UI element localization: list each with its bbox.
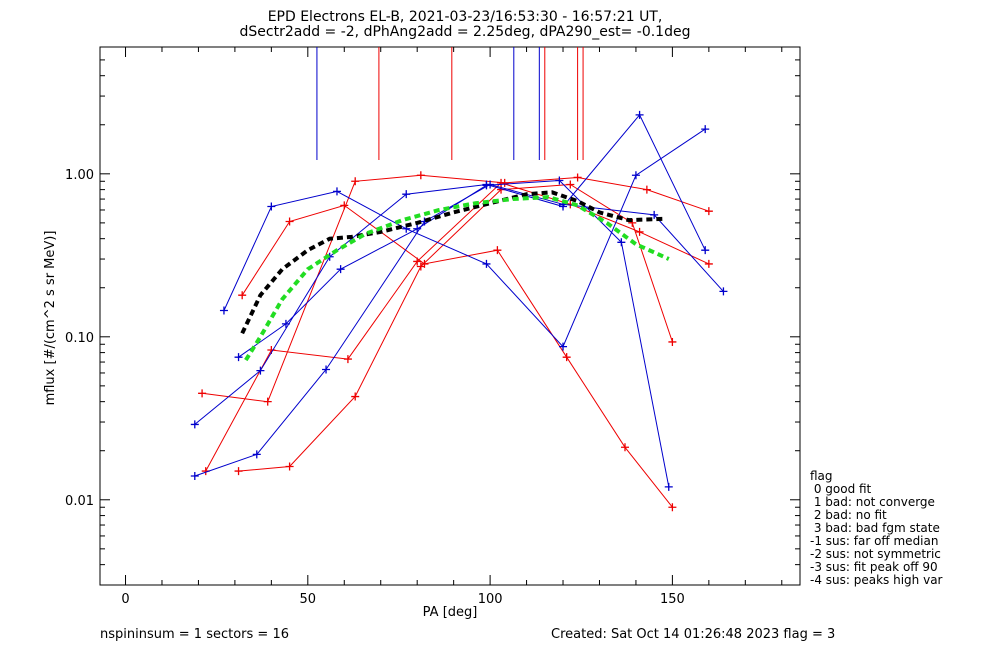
data-point (631, 171, 640, 180)
plot-border (99, 46, 801, 586)
data-point (256, 366, 265, 375)
y-tick-label: 1.00 (65, 168, 94, 183)
x-tick-label: 0 (121, 592, 129, 607)
data-point (664, 482, 673, 491)
data-point (566, 180, 575, 189)
data-point (555, 176, 564, 185)
data-point (650, 210, 659, 219)
legend-item: -4 sus: peaks high var (810, 573, 943, 587)
vertical-markers (316, 47, 584, 160)
data-point (704, 207, 713, 216)
data-point (704, 259, 713, 268)
y-tick-label: 0.01 (65, 494, 94, 509)
series-line (194, 113, 706, 425)
legend-item: 0 good fit (810, 482, 872, 496)
data-point (234, 467, 243, 476)
data-point (263, 397, 272, 406)
data-point (281, 319, 290, 328)
data-point (285, 462, 294, 471)
legend-title: flag (810, 469, 833, 483)
series-line (205, 182, 710, 472)
axis-ticks: 0 50 100 150 0.01 0.10 1.00 (65, 46, 800, 607)
footer-created-info: Created: Sat Oct 14 01:26:48 2023 flag =… (551, 627, 836, 642)
data-point (701, 125, 710, 134)
plot-frame (99, 46, 801, 586)
data-point (486, 180, 495, 189)
data-point (322, 365, 331, 374)
data-point (219, 306, 228, 315)
chart-title-line1: EPD Electrons EL-B, 2021-03-23/16:53:30 … (267, 9, 663, 25)
legend-item: 1 bad: not converge (810, 495, 935, 509)
data-point (497, 178, 506, 187)
data-point (621, 443, 629, 452)
data-point (198, 389, 207, 398)
x-tick-label: 50 (300, 592, 317, 607)
data-point (573, 173, 582, 182)
fit-curve (244, 195, 670, 362)
data-point (413, 257, 422, 266)
data-point (617, 238, 626, 247)
data-point (635, 110, 644, 119)
legend-item: 2 bad: no fit (810, 508, 887, 522)
legend-item: -2 sus: not symmetric (810, 547, 941, 561)
data-point (493, 246, 502, 255)
data-point (234, 353, 243, 362)
data-point (642, 185, 651, 194)
data-point (402, 190, 411, 199)
data-point (238, 291, 247, 300)
chart-title-line2: dSectr2add = -2, dPhAng2add = 2.25deg, d… (239, 24, 691, 40)
data-point (340, 201, 349, 210)
data-point (332, 187, 341, 196)
data-point (562, 353, 571, 362)
series-line (202, 174, 710, 403)
x-axis-label: PA [deg] (423, 605, 478, 620)
data-point (635, 227, 644, 236)
data-series (190, 110, 728, 512)
series-line (238, 183, 673, 472)
legend-item: 3 bad: bad fgm state (810, 521, 940, 535)
data-point (701, 246, 710, 255)
legend-item: -1 sus: far off median (810, 534, 939, 548)
series-line (241, 204, 673, 508)
data-point (190, 471, 199, 480)
series-line (223, 128, 706, 348)
x-tick-label: 100 (478, 592, 503, 607)
data-point (668, 337, 677, 346)
data-point (343, 355, 352, 364)
data-point (351, 177, 360, 186)
fit-curve (240, 190, 666, 335)
data-point (351, 392, 360, 401)
data-point (559, 342, 568, 351)
data-point (668, 503, 677, 512)
data-point (252, 450, 261, 459)
y-axis-label: mflux [#/(cm^2 s sr MeV)] (43, 231, 58, 406)
data-point (285, 217, 294, 226)
data-point (190, 420, 199, 429)
data-point (482, 259, 491, 268)
footer-sector-info: nspininsum = 1 sectors = 16 (100, 627, 289, 642)
data-point (719, 287, 728, 296)
data-point (416, 171, 425, 180)
series-line (238, 179, 670, 487)
legend-item: -3 sus: fit peak off 90 (810, 560, 938, 574)
data-point (267, 202, 276, 211)
data-point (416, 262, 425, 271)
data-point (336, 265, 345, 274)
series-line (194, 183, 724, 477)
y-tick-label: 0.10 (65, 331, 94, 346)
flag-legend: flag 0 good fit 1 bad: not converge 2 ba… (810, 470, 942, 587)
x-tick-label: 150 (660, 592, 685, 607)
